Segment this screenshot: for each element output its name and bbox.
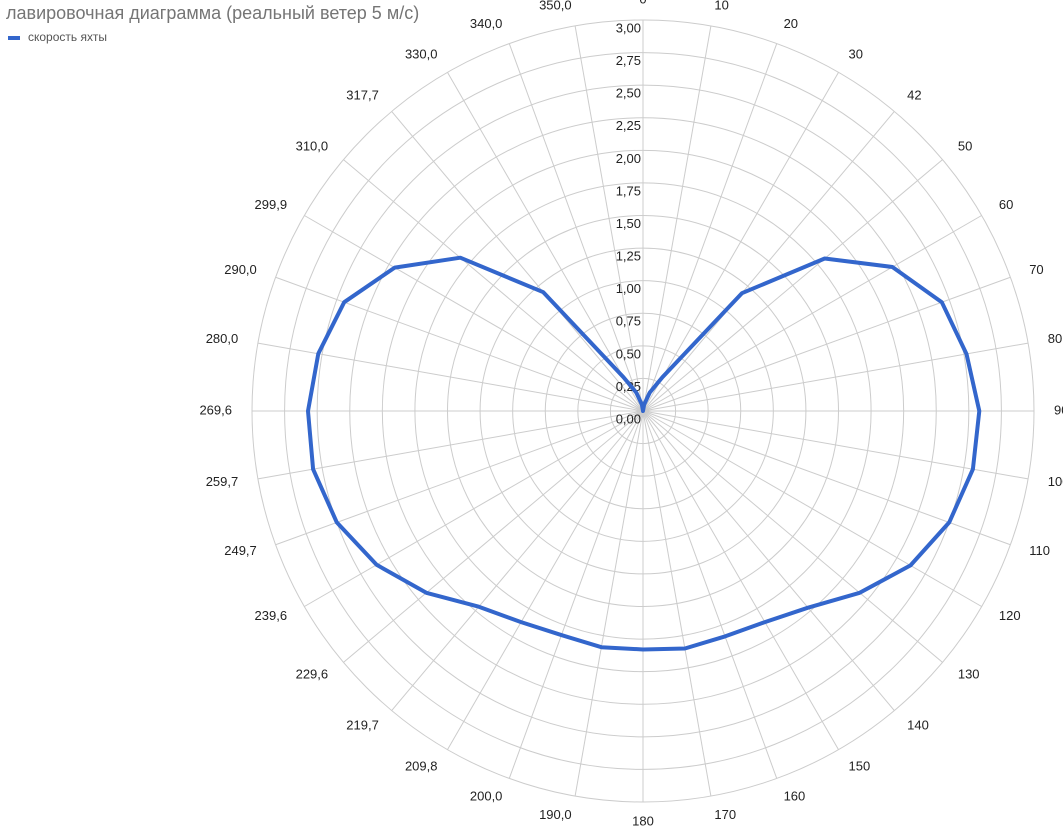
category-label: 80 (1048, 331, 1062, 346)
grid-ring (512, 280, 774, 542)
r-tick-label: 1,00 (616, 281, 641, 296)
category-label: 70 (1029, 262, 1043, 277)
category-label: 269,6 (199, 402, 232, 417)
r-tick-label: 2,75 (616, 53, 641, 68)
category-label: 120 (999, 608, 1021, 623)
grid-ring (447, 215, 839, 607)
category-label: 110 (1029, 543, 1050, 558)
category-label: 310,0 (296, 138, 329, 153)
category-label: 160 (784, 789, 806, 804)
category-label: 299,9 (255, 197, 288, 212)
category-label: 340,0 (470, 16, 503, 31)
category-label: 42 (907, 88, 921, 103)
chart-title: лавировочная диаграмма (реальный ветер 5… (6, 3, 419, 23)
r-tick-label: 2,25 (616, 118, 641, 133)
grid-ring (577, 345, 709, 477)
category-label: 30 (849, 47, 863, 62)
r-tick-label: 3,00 (616, 20, 641, 35)
grid-ring (381, 149, 905, 673)
category-label: 170 (714, 807, 736, 822)
grid-ring (414, 182, 872, 640)
category-label: 350,0 (539, 0, 572, 13)
legend-label: скорость яхты (28, 30, 107, 44)
r-tick-label: 0,50 (616, 346, 641, 361)
category-label: 219,7 (346, 717, 379, 732)
r-tick-label: 1,75 (616, 183, 641, 198)
category-label: 229,6 (296, 667, 329, 682)
r-tick-label: 0,75 (616, 314, 641, 329)
category-label: 290,0 (224, 262, 257, 277)
category-label: 259,7 (206, 474, 239, 489)
category-label: 200,0 (470, 789, 503, 804)
category-label: 0 (639, 0, 646, 6)
r-tick-label: 0,00 (616, 411, 641, 426)
grid-ring (284, 52, 1002, 770)
category-label: 10 (714, 0, 728, 13)
category-label: 190,0 (539, 807, 572, 822)
grid-ring (316, 84, 970, 738)
category-label: 90 (1054, 402, 1063, 417)
category-label: 280,0 (206, 331, 239, 346)
category-label: 209,8 (405, 758, 438, 773)
category-label: 140 (907, 717, 929, 732)
category-label: 150 (849, 758, 871, 773)
category-label: 180 (632, 813, 654, 828)
r-tick-label: 1,50 (616, 216, 641, 231)
category-label: 100 (1048, 474, 1063, 489)
category-label: 330,0 (405, 47, 438, 62)
category-label: 130 (958, 667, 980, 682)
grid-ring (251, 19, 1035, 803)
grid-ring (349, 117, 937, 705)
category-label: 239,6 (255, 608, 288, 623)
category-label: 60 (999, 197, 1013, 212)
category-label: 20 (784, 16, 798, 31)
r-tick-label: 1,25 (616, 249, 641, 264)
r-tick-label: 2,00 (616, 151, 641, 166)
grid-ring (609, 377, 677, 445)
grid-ring (544, 312, 742, 510)
category-label: 317,7 (346, 88, 379, 103)
series-line (306, 255, 982, 652)
category-label: 249,7 (224, 543, 257, 558)
grid-ring (479, 247, 807, 575)
category-label: 50 (958, 138, 972, 153)
r-tick-label: 2,50 (616, 86, 641, 101)
